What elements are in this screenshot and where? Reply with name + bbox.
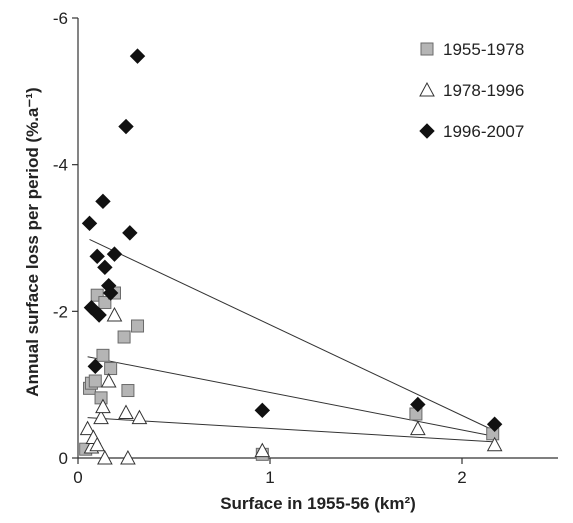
axes: 0 -2 -4 -6 0 1 2: [53, 9, 558, 487]
data-point-1996-2007: [410, 396, 426, 413]
x-tick-label: 1: [265, 468, 274, 487]
data-point-1996-2007: [83, 299, 100, 316]
data-point-1996-2007: [87, 358, 103, 375]
legend-marker-1996-2007: [419, 123, 435, 139]
y-tick-label: -2: [53, 302, 68, 321]
legend-marker-1978-1996: [419, 81, 435, 97]
data-point-1996-2007: [129, 48, 146, 64]
legend-label: 1996-2007: [443, 122, 524, 141]
data-point-1996-2007: [486, 416, 503, 432]
data-point-1978-1996: [118, 404, 134, 420]
data-point-1996-2007: [89, 248, 105, 265]
trend-lines: [87, 239, 495, 443]
y-axis-title: Annual surface loss per period (%.a⁻¹): [23, 87, 42, 396]
data-point-1955-1978: [88, 374, 102, 388]
y-tick-label: -4: [53, 156, 68, 175]
data-point-1955-1978: [96, 348, 110, 362]
data-point-1978-1996: [79, 420, 96, 436]
x-tick-label: 2: [457, 468, 466, 487]
data-point-1978-1996: [93, 409, 109, 425]
trend-line-1955-1978: [87, 356, 493, 437]
data-point-1996-2007: [254, 402, 271, 419]
data-point-1955-1978: [131, 319, 145, 333]
data-point-1978-1996: [410, 420, 426, 436]
legend-label: 1955-1978: [443, 40, 524, 59]
data-point-1996-2007: [106, 246, 123, 262]
trend-line-1996-2007: [89, 239, 495, 432]
data-point-1978-1996: [131, 409, 148, 425]
x-axis-title: Surface in 1955-56 (km²): [220, 494, 416, 513]
data-point-1996-2007: [122, 225, 138, 241]
data-point-1978-1996: [106, 306, 123, 322]
legend-label: 1978-1996: [443, 81, 524, 100]
data-point-1978-1996: [486, 436, 503, 452]
data-point-1996-2007: [97, 259, 113, 276]
legend: 1955-1978 1978-1996 1996-2007: [419, 40, 524, 141]
y-tick-label: 0: [59, 449, 68, 468]
x-tick-label: 0: [73, 468, 82, 487]
data-point-1955-1978: [117, 330, 131, 344]
data-point-1978-1996: [89, 436, 106, 452]
data-point-1996-2007: [95, 193, 111, 210]
data-point-1955-1978: [104, 362, 118, 376]
data-point-1978-1996: [100, 372, 117, 388]
data-point-1955-1978: [94, 391, 108, 405]
data-point-1955-1978: [98, 296, 112, 310]
legend-marker-1955-1978: [420, 42, 434, 56]
data-point-1978-1996: [120, 449, 136, 465]
data-point-1978-1996: [95, 398, 111, 414]
data-point-1978-1996: [97, 449, 113, 465]
data-point-1996-2007: [118, 118, 134, 135]
data-point-1996-2007: [81, 215, 98, 232]
data-point-1996-2007: [102, 285, 119, 301]
data-point-1955-1978: [121, 384, 135, 398]
trend-line-1978-1996: [87, 417, 495, 443]
y-tick-label: -6: [53, 9, 68, 28]
data-points: [79, 48, 503, 465]
data-point-1996-2007: [91, 307, 107, 323]
data-point-1978-1996: [254, 442, 271, 458]
